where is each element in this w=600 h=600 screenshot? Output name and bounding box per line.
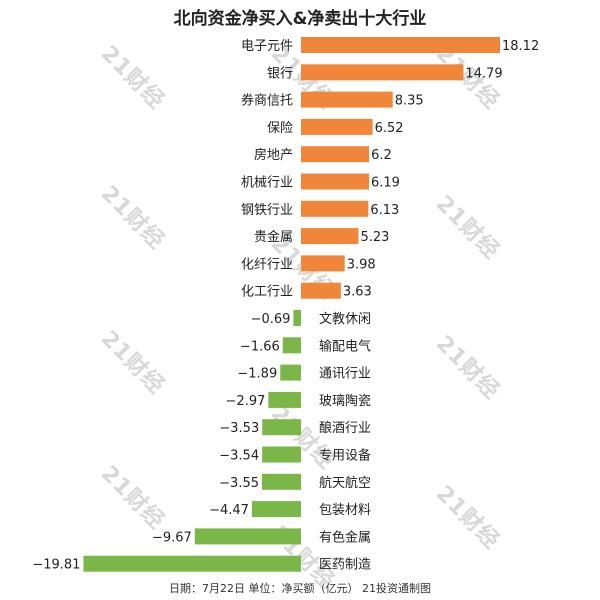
- value-label: 14.79: [465, 66, 502, 81]
- category-label: 银行: [267, 66, 293, 81]
- value-label: 18.12: [502, 39, 539, 54]
- value-label: −9.67: [152, 530, 192, 545]
- bar-negative: [293, 310, 301, 326]
- bar-positive: [301, 118, 373, 135]
- category-label: 券商信托: [241, 93, 293, 109]
- category-label: 包装材料: [319, 503, 371, 518]
- value-label: 6.2: [371, 148, 392, 163]
- value-label: 6.19: [371, 176, 400, 191]
- category-label: 输配电气: [319, 338, 371, 354]
- category-label: 贵金属: [254, 229, 293, 245]
- bar-positive: [301, 282, 341, 299]
- category-label: 电子元件: [241, 39, 293, 54]
- category-label: 酿酒行业: [319, 420, 371, 436]
- bar-positive: [301, 255, 345, 272]
- value-label: 5.23: [360, 230, 389, 245]
- bar-positive: [301, 228, 359, 245]
- chart-title: 北向资金净买入&净卖出十大行业: [173, 9, 427, 29]
- bar-negative: [262, 419, 301, 436]
- value-label: −3.53: [219, 421, 259, 436]
- category-label: 文教休闲: [319, 311, 371, 327]
- category-label: 机械行业: [241, 176, 293, 191]
- category-label: 医药制造: [319, 558, 371, 573]
- category-label: 通讯行业: [319, 367, 371, 382]
- bar-negative: [83, 555, 301, 572]
- value-label: 6.13: [370, 203, 399, 218]
- chart-footer: 日期：7月22日 单位：净买额（亿元） 21投资通制图: [169, 582, 431, 595]
- value-label: 6.52: [375, 121, 404, 136]
- value-label: 3.63: [343, 285, 372, 300]
- value-label: −1.89: [237, 367, 277, 382]
- value-label: −0.69: [251, 312, 291, 327]
- value-label: 3.98: [347, 257, 376, 272]
- category-label: 航天航空: [319, 475, 371, 491]
- value-label: −3.55: [219, 476, 259, 491]
- value-label: −19.81: [32, 558, 80, 573]
- bar-negative: [251, 501, 301, 518]
- category-label: 钢铁行业: [241, 203, 293, 218]
- bar-positive: [301, 64, 464, 81]
- bar-negative: [262, 446, 301, 463]
- value-label: −3.54: [219, 449, 259, 464]
- category-label: 玻璃陶瓷: [319, 393, 371, 409]
- category-label: 保险: [267, 121, 293, 136]
- value-label: −2.97: [226, 394, 266, 409]
- value-label: 8.35: [395, 94, 424, 109]
- bar-positive: [301, 173, 369, 190]
- value-label: −1.66: [240, 339, 280, 354]
- bar-negative: [282, 337, 301, 354]
- category-label: 化纤行业: [241, 257, 293, 272]
- bar-negative: [262, 473, 301, 490]
- bar-negative: [268, 391, 301, 408]
- bar-negative: [280, 364, 301, 381]
- category-label: 有色金属: [319, 529, 371, 545]
- bar-positive: [301, 91, 393, 108]
- category-label: 化工行业: [241, 285, 293, 300]
- bar-negative: [194, 528, 301, 545]
- bar-positive: [301, 200, 369, 217]
- bar-positive: [301, 37, 500, 53]
- category-label: 专用设备: [319, 448, 371, 464]
- value-label: −4.47: [209, 503, 249, 518]
- category-label: 房地产: [254, 147, 293, 163]
- bar-positive: [301, 146, 370, 163]
